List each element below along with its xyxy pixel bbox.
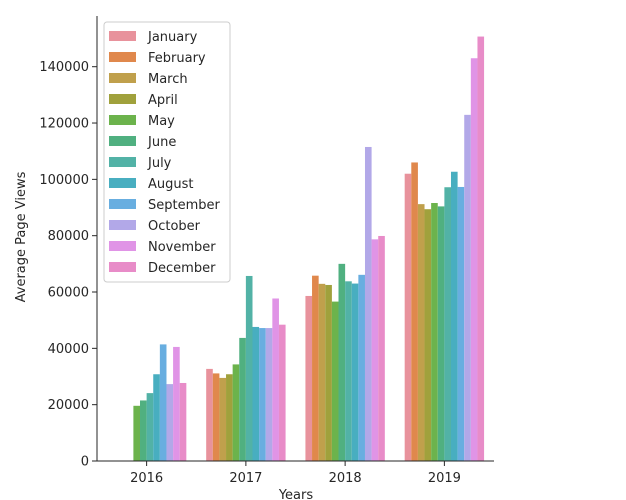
x-tick-label: 2019 xyxy=(428,471,461,486)
bar-2018-april xyxy=(325,284,332,461)
x-axis-title: Years xyxy=(278,488,314,500)
bar-2016-july xyxy=(146,393,154,461)
bar-2019-december xyxy=(477,36,485,462)
bar-2018-may xyxy=(331,301,339,461)
bar-2017-february xyxy=(212,373,220,461)
legend-label-september: September xyxy=(148,198,221,213)
legend-frame xyxy=(103,21,231,283)
bar-2019-october xyxy=(464,114,471,462)
x-tick-label: 2017 xyxy=(229,471,262,486)
bar-2017-october xyxy=(265,328,273,461)
y-tick-label: 60000 xyxy=(48,286,89,301)
bar-2019-april xyxy=(424,209,432,461)
y-tick-label: 100000 xyxy=(39,173,89,188)
legend-swatch-august xyxy=(109,178,136,188)
y-tick-label: 20000 xyxy=(48,398,89,413)
bar-2019-september xyxy=(457,186,465,461)
bar-2018-january xyxy=(305,295,313,461)
bar-2016-september xyxy=(159,344,167,461)
legend-label-april: April xyxy=(148,93,178,108)
legend-swatch-october xyxy=(109,220,136,230)
bar-2019-july xyxy=(444,187,451,462)
y-tick-label: 80000 xyxy=(48,229,89,244)
bar-2018-november xyxy=(371,239,379,461)
bar-2017-august xyxy=(252,326,260,461)
legend-swatch-april xyxy=(109,94,136,104)
bar-2018-september xyxy=(358,274,365,461)
x-tick-label: 2016 xyxy=(130,471,163,486)
bar-2017-july xyxy=(245,275,253,461)
bar-2018-june xyxy=(338,263,346,461)
bar-2016-october xyxy=(166,384,174,461)
x-tick-label: 2018 xyxy=(329,471,362,486)
legend-label-december: December xyxy=(148,261,216,276)
legend-label-may: May xyxy=(148,114,175,129)
bar-2017-december xyxy=(278,324,286,461)
legend-swatch-september xyxy=(109,199,136,209)
bar-2019-february xyxy=(411,162,418,461)
bar-2019-august xyxy=(450,171,458,461)
legend-label-january: January xyxy=(147,30,198,45)
bar-2018-august xyxy=(351,283,359,461)
bar-2017-january xyxy=(206,368,213,461)
legend-swatch-january xyxy=(109,31,136,41)
legend-label-october: October xyxy=(148,219,201,234)
y-tick-label: 120000 xyxy=(39,117,89,132)
legend-swatch-february xyxy=(109,52,136,62)
legend-swatch-december xyxy=(109,262,136,272)
bar-2019-june xyxy=(437,206,445,461)
y-axis-title: Average Page Views xyxy=(14,171,29,302)
legend-label-july: July xyxy=(147,156,172,171)
bar-2019-january xyxy=(404,173,412,461)
bar-2017-may xyxy=(232,364,240,461)
bar-2017-september xyxy=(259,328,266,461)
legend-label-february: February xyxy=(148,51,206,66)
bar-2016-may xyxy=(133,405,141,461)
y-tick-label: 40000 xyxy=(48,342,89,357)
bar-2019-may xyxy=(431,203,438,461)
y-tick-label: 0 xyxy=(81,455,89,470)
y-tick-label: 140000 xyxy=(39,60,89,75)
bar-2016-december xyxy=(179,382,187,461)
bar-2017-november xyxy=(272,298,279,461)
legend-label-june: June xyxy=(147,135,176,150)
bar-2018-july xyxy=(345,281,352,461)
bar-2017-march xyxy=(219,377,227,461)
legend: January February March April May June July Augu… xyxy=(103,21,231,283)
bars-group xyxy=(133,36,485,462)
bar-2016-august xyxy=(153,374,160,461)
legend-swatch-july xyxy=(109,157,136,167)
bar-2019-november xyxy=(470,58,478,461)
bar-2016-june xyxy=(140,400,147,461)
bar-2019-march xyxy=(417,204,425,461)
legend-label-march: March xyxy=(148,72,188,87)
bar-2017-june xyxy=(239,337,246,461)
bar-2016-november xyxy=(173,346,180,461)
legend-label-november: November xyxy=(148,240,216,255)
bar-2017-april xyxy=(226,374,233,461)
bar-2018-december xyxy=(378,235,385,461)
legend-swatch-march xyxy=(109,73,136,83)
legend-swatch-may xyxy=(109,115,136,125)
legend-label-august: August xyxy=(148,177,194,192)
bar-2018-february xyxy=(312,275,319,461)
bar-2018-march xyxy=(318,283,326,461)
axes-group: 0 20000 40000 60000 80000 100000 120000 140000 2… xyxy=(39,16,494,486)
bar-2018-october xyxy=(364,146,372,461)
legend-swatch-november xyxy=(109,241,136,251)
legend-swatch-june xyxy=(109,136,136,146)
